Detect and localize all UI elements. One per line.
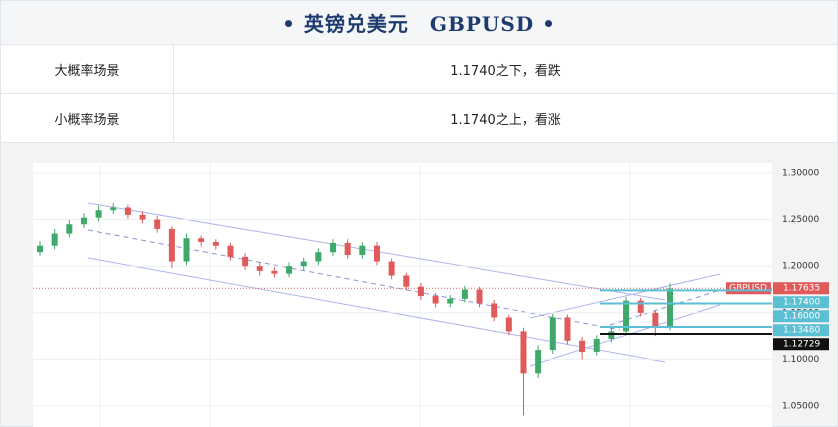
candle-body xyxy=(608,331,615,339)
candle-body xyxy=(198,238,205,242)
candle-body xyxy=(461,289,468,299)
candle-body xyxy=(242,256,249,267)
candle-body xyxy=(432,296,439,304)
candle-body xyxy=(212,241,219,246)
plot-area xyxy=(33,163,772,427)
candle-body xyxy=(549,317,556,351)
level-label: 1.12729 xyxy=(783,340,820,350)
candle-body xyxy=(491,303,498,318)
candle-body xyxy=(37,245,43,253)
candle-body xyxy=(139,214,146,220)
cell: 1.1740之上，看涨 xyxy=(450,112,561,128)
level-label: 1.16000 xyxy=(783,312,820,322)
table-row: 大概率场景 1.1740之下，看跌 xyxy=(0,45,838,94)
cell: 小概率场景 xyxy=(1,94,174,142)
y-tick-label: 1.25000 xyxy=(782,215,819,225)
candle-body xyxy=(183,238,190,262)
candle-body xyxy=(623,300,630,332)
cell: 大概率场景 xyxy=(1,45,174,93)
candle-body xyxy=(667,288,673,327)
level-label-box xyxy=(773,282,829,295)
candle-body xyxy=(403,275,410,287)
candle-body xyxy=(447,298,454,304)
y-tick-label: 1.10000 xyxy=(782,355,819,365)
candle-body xyxy=(154,219,161,229)
candle-body xyxy=(330,242,337,253)
candle-body xyxy=(637,300,644,313)
level-label-box xyxy=(773,296,829,309)
level-label: 1.13480 xyxy=(783,326,820,336)
level-label-box xyxy=(773,324,829,337)
level-label: 1.17635 xyxy=(783,284,820,294)
candle-body xyxy=(359,245,366,256)
candle-body xyxy=(315,252,322,262)
candle-body xyxy=(66,224,73,234)
y-tick-label: 1.20000 xyxy=(782,262,819,272)
candle-body xyxy=(286,266,293,274)
level-label-box xyxy=(773,338,829,351)
candle-body xyxy=(535,350,542,374)
candle-body xyxy=(564,317,571,341)
candle-body xyxy=(417,286,424,297)
candle-body xyxy=(344,242,351,256)
title: • 英镑兑美元 GBPUSD • xyxy=(0,0,838,45)
candle-body xyxy=(124,207,131,215)
candle-body xyxy=(300,261,307,267)
candle-body xyxy=(227,245,234,257)
candle-body xyxy=(476,289,483,304)
candle-body xyxy=(505,317,512,332)
level-label-box xyxy=(773,310,829,323)
candle-body xyxy=(388,261,395,276)
candle-body xyxy=(579,340,586,352)
candle-body xyxy=(95,210,102,218)
candle-body xyxy=(520,331,527,374)
y-tick-label: 1.30000 xyxy=(782,168,819,178)
cell: 1.1740之下，看跌 xyxy=(450,63,561,79)
y-tick-label: 1.05000 xyxy=(782,402,819,412)
level-label: 1.17400 xyxy=(783,298,820,308)
candle-body xyxy=(80,217,87,225)
candle-body xyxy=(652,312,659,327)
candle-body xyxy=(110,207,117,211)
candle-body xyxy=(168,228,175,262)
candle-body xyxy=(51,233,58,246)
level-name: GBPUSD xyxy=(729,284,767,294)
candle-body xyxy=(593,338,600,352)
candle-body xyxy=(256,266,263,271)
candle-body xyxy=(373,245,380,262)
candle-body xyxy=(271,270,278,274)
